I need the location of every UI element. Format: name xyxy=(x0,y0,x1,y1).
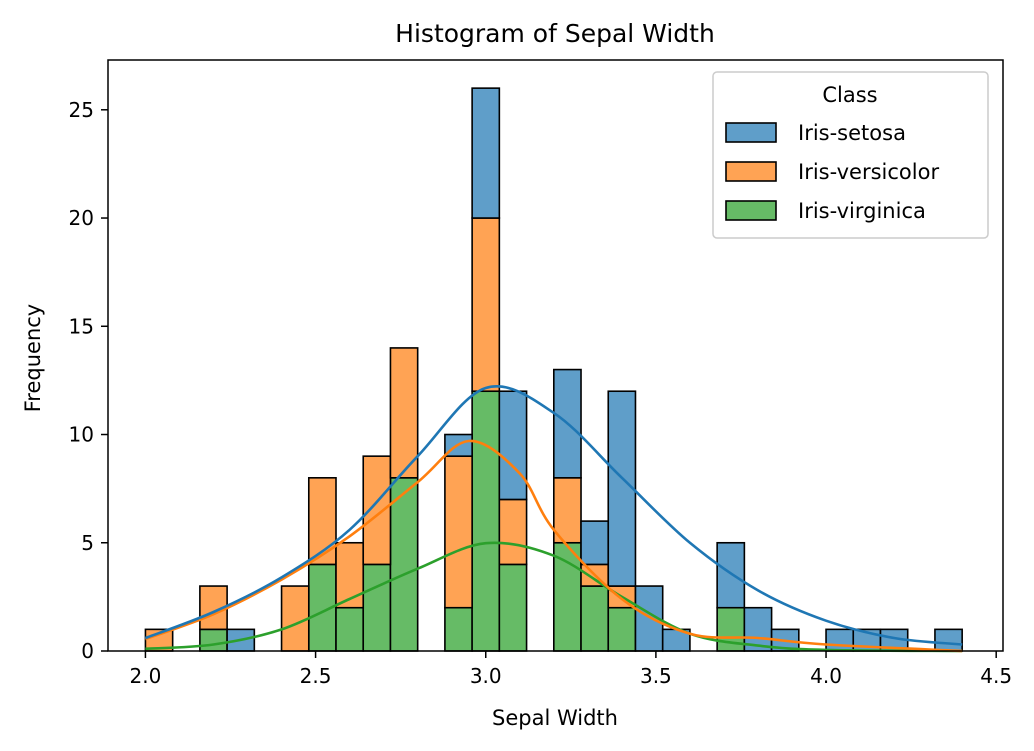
bar-iris-virginica xyxy=(607,606,637,652)
y-tick-label: 15 xyxy=(69,314,94,338)
x-tick-label: 4.5 xyxy=(980,664,1012,688)
bar-iris-virginica xyxy=(498,563,528,652)
bar-iris-virginica xyxy=(335,606,365,652)
x-tick-label: 2.0 xyxy=(130,664,162,688)
x-axis-label: Sepal Width xyxy=(492,706,618,730)
kde-curves xyxy=(144,385,963,653)
bar-iris-virginica xyxy=(580,585,610,652)
bar-iris-versicolor xyxy=(444,455,473,609)
bar-iris-setosa xyxy=(498,390,528,501)
bar-iris-virginica xyxy=(471,390,501,652)
x-tick-label: 3.5 xyxy=(640,664,672,688)
bar-iris-versicolor xyxy=(389,347,419,479)
kde-line-iris-versicolor xyxy=(144,439,963,653)
bar-iris-setosa xyxy=(716,541,746,609)
bar-iris-versicolor xyxy=(335,541,365,609)
kde-line-iris-setosa xyxy=(144,385,963,646)
bar-iris-versicolor xyxy=(552,477,582,544)
legend-items: Iris-setosa Iris-versicolor Iris-virginica xyxy=(725,121,939,223)
bar-iris-versicolor xyxy=(498,498,528,566)
legend-swatch-iris-setosa xyxy=(725,122,777,143)
y-axis-ticks: 0 5 10 15 20 25 xyxy=(69,98,108,663)
legend-swatch-iris-versicolor xyxy=(725,161,777,182)
kde-line-iris-virginica xyxy=(145,541,963,653)
bar-iris-virginica xyxy=(199,628,228,652)
legend-label-iris-virginica: Iris-virginica xyxy=(798,199,926,223)
y-tick-label: 0 xyxy=(81,639,94,663)
bar-iris-setosa xyxy=(934,628,963,652)
bar-iris-setosa xyxy=(471,87,501,219)
legend-title: Class xyxy=(822,83,877,107)
x-tick-label: 2.5 xyxy=(300,664,332,688)
plot-area-frame xyxy=(107,59,1004,652)
x-tick-label: 4.0 xyxy=(810,664,842,688)
y-tick-label: 25 xyxy=(69,98,94,122)
legend-label-iris-versicolor: Iris-versicolor xyxy=(798,160,939,184)
bar-iris-versicolor xyxy=(471,217,501,393)
bar-iris-virginica xyxy=(444,606,473,652)
legend: Class Iris-setosa Iris-versicolor Iris-vir… xyxy=(712,71,989,239)
y-tick-label: 20 xyxy=(69,206,94,230)
legend-box xyxy=(712,71,989,239)
bar-iris-virginica xyxy=(362,563,392,652)
y-tick-label: 10 xyxy=(69,423,94,447)
legend-swatch-iris-virginica xyxy=(725,200,777,221)
x-axis-ticks: 2.0 2.5 3.0 3.5 4.0 4.5 xyxy=(130,651,1012,688)
bar-iris-setosa xyxy=(607,390,637,587)
bar-iris-virginica xyxy=(389,477,419,652)
bar-iris-setosa xyxy=(825,628,855,652)
legend-label-iris-setosa: Iris-setosa xyxy=(798,121,906,145)
chart-title: Histogram of Sepal Width xyxy=(395,19,715,48)
x-tick-label: 3.0 xyxy=(470,664,502,688)
y-tick-label: 5 xyxy=(81,531,94,555)
bar-iris-setosa xyxy=(580,520,610,566)
y-axis-label: Frequency xyxy=(21,304,45,413)
bar-iris-virginica xyxy=(552,541,582,652)
bar-iris-versicolor xyxy=(280,585,310,652)
